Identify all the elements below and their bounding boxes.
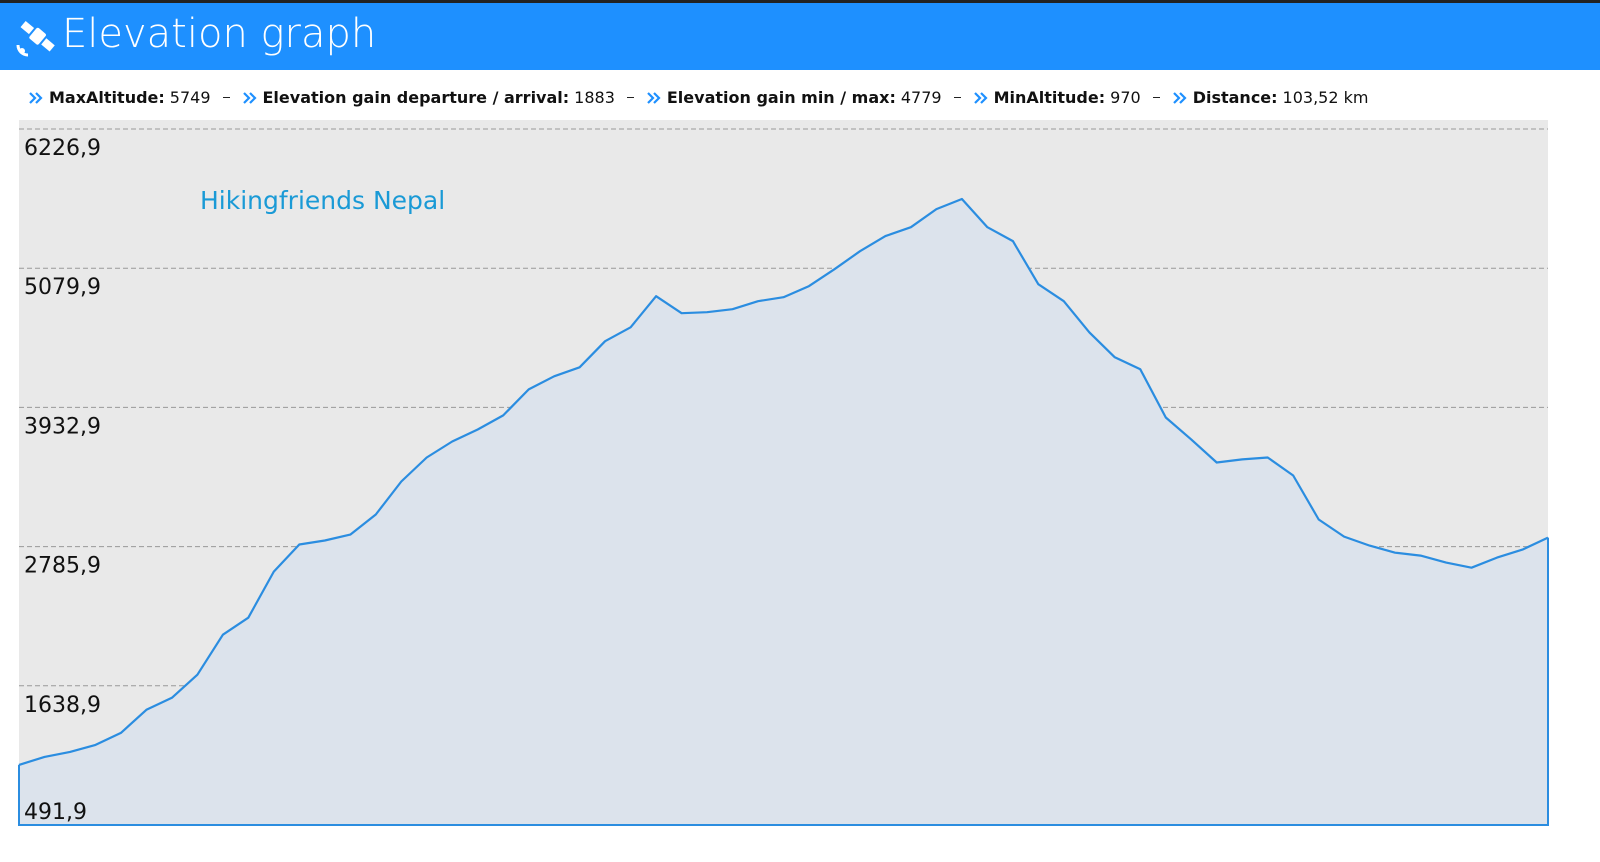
y-tick-label: 491,9 [24, 800, 87, 825]
stat-item: Distance: 103,52 km [1172, 88, 1369, 107]
elevation-area [19, 199, 1548, 825]
chevron-icon [242, 91, 257, 104]
stat-value: 970 [1110, 88, 1141, 107]
separator [222, 97, 230, 98]
chevron-icon [973, 91, 988, 104]
stat-item: MaxAltitude: 5749 [28, 88, 211, 107]
stat-value: 1883 [574, 88, 615, 107]
header-bar: Elevation graph [0, 0, 1600, 70]
elevation-line [18, 197, 1549, 766]
chevron-icon [29, 91, 43, 104]
stat-label: Elevation gain min / max: [666, 88, 896, 107]
satellite-icon [16, 20, 55, 57]
y-tick-label: 5079,9 [24, 275, 101, 300]
stat-item: Elevation gain min / max: 4779 [646, 88, 942, 107]
stat-label: Elevation gain departure / arrival: [262, 88, 570, 107]
stat-item: Elevation gain departure / arrival: 1883 [242, 88, 615, 107]
stat-item: MinAltitude: 970 [973, 88, 1141, 107]
stat-label: MinAltitude: [993, 88, 1106, 107]
chevron-icon [1172, 91, 1187, 104]
stats-row: MaxAltitude: 5749 Elevation gain departure… [28, 88, 1368, 107]
separator [953, 97, 961, 98]
stat-label: MaxAltitude: [49, 88, 165, 107]
separator [1152, 97, 1160, 98]
stat-value: 103,52 km [1282, 88, 1369, 107]
annotation: Hikingfriends Nepal [200, 186, 445, 215]
stat-value: 4779 [900, 88, 942, 107]
separator [626, 97, 634, 98]
y-tick-label: 2785,9 [24, 554, 101, 579]
chevron-icon [647, 91, 661, 104]
plot-border [18, 537, 1549, 826]
stat-value: 5749 [169, 88, 211, 107]
y-tick-label: 1638,9 [24, 693, 101, 718]
y-tick-label: 6226,9 [24, 136, 101, 161]
page-title: Elevation graph [62, 11, 377, 57]
stat-label: Distance: [1192, 88, 1278, 107]
y-tick-label: 3932,9 [24, 414, 101, 439]
